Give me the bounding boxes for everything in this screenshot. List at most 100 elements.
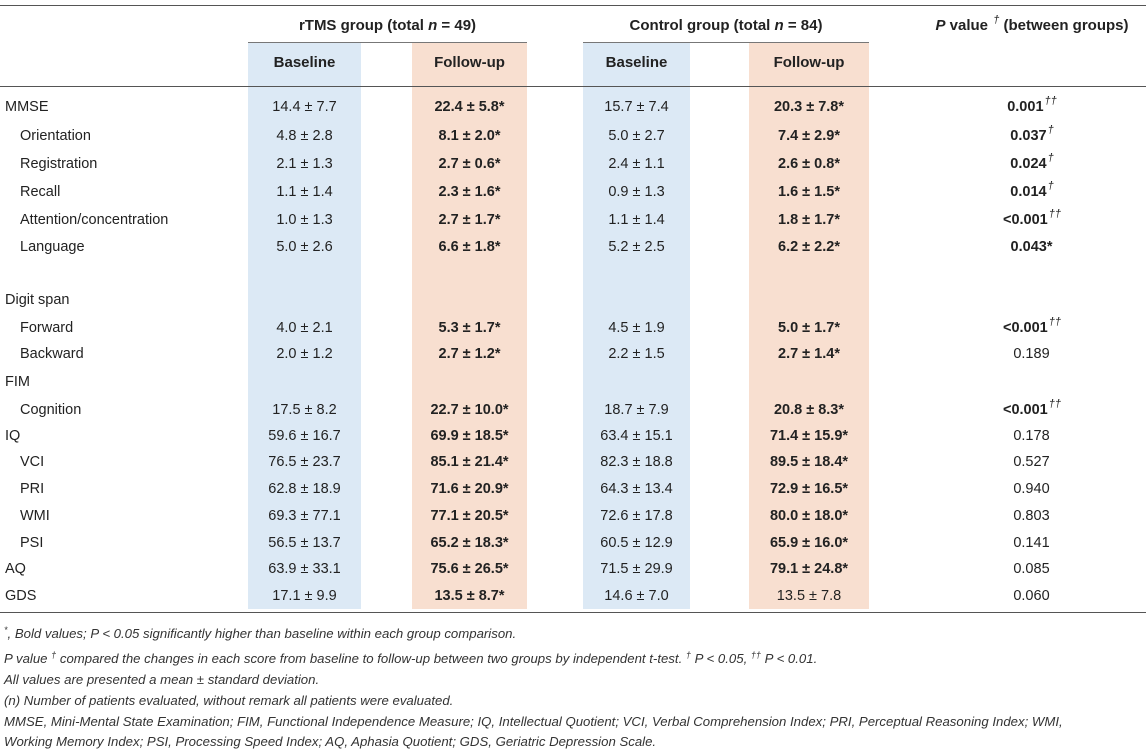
cell-rtms-base: 17.5 ± 8.2 [272,402,337,418]
pvalue-text: 0.178 [1013,428,1050,444]
pvalue-text: <0.001 [1002,402,1048,418]
cell-ctrl-base: 60.5 ± 12.9 [600,535,673,551]
cell-rtms-base: 2.1 ± 1.3 [276,156,333,172]
cell-ctrl-base: 15.7 ± 7.4 [604,99,669,115]
pvalue-significance-mark: †† [1048,398,1061,410]
pvalue-text: 0.189 [1013,346,1050,362]
row-label: Backward [20,346,84,362]
cell-ctrl-fu: 1.6 ± 1.5* [778,184,840,200]
pvalue-significance-mark: † [1047,180,1054,192]
control-baseline-header: Baseline [605,54,668,71]
cell-ctrl-fu: 2.7 ± 1.4* [778,346,840,362]
row-label: Attention/concentration [20,212,169,228]
cell-rtms-fu: 75.6 ± 26.5* [430,561,509,577]
cell-ctrl-base: 63.4 ± 15.1 [600,428,673,444]
rtms-followup-shade [412,43,527,609]
cell-rtms-base: 14.4 ± 7.7 [272,99,337,115]
control-group-rule [583,42,869,43]
cell-ctrl-fu: 79.1 ± 24.8* [769,561,849,577]
row-label: FIM [5,374,30,390]
cell-pvalue: 0.014† [918,180,1146,202]
cell-pvalue: 0.060 [918,587,1146,606]
cell-ctrl-fu: 1.8 ± 1.7* [778,212,840,228]
row-label: WMI [20,508,50,524]
cell-rtms-base: 2.0 ± 1.2 [276,346,333,362]
cell-rtms-base: 63.9 ± 33.1 [268,561,341,577]
cell-rtms-base: 62.8 ± 18.9 [268,481,341,497]
row-label: AQ [5,561,26,577]
footnote-mean-sd: All values are presented a mean ± standa… [4,672,320,687]
cell-rtms-base: 1.0 ± 1.3 [276,212,333,228]
rtms-group-rule [248,42,527,43]
control-group-header: Control group (total n = 84) [629,17,823,34]
cell-pvalue: 0.189 [918,345,1146,364]
cell-rtms-base: 69.3 ± 77.1 [268,508,341,524]
cell-ctrl-fu: 89.5 ± 18.4* [769,454,849,470]
row-label: Digit span [5,292,70,308]
cell-ctrl-base: 1.1 ± 1.4 [608,212,665,228]
row-label: Orientation [20,128,91,144]
cell-rtms-base: 59.6 ± 16.7 [268,428,341,444]
pvalue-text: 0.024 [1010,156,1047,172]
cell-rtms-fu: 77.1 ± 20.5* [430,508,509,524]
cell-rtms-base: 1.1 ± 1.4 [276,184,333,200]
rtms-baseline-shade [248,43,361,609]
cell-ctrl-fu: 7.4 ± 2.9* [778,128,840,144]
cell-ctrl-fu: 20.3 ± 7.8* [773,99,845,115]
cell-ctrl-base: 82.3 ± 18.8 [600,454,673,470]
pvalue-text: 0.141 [1013,535,1050,551]
footnote-abbreviations-1: MMSE, Mini-Mental State Examination; FIM… [4,714,1063,729]
cell-ctrl-fu: 5.0 ± 1.7* [778,320,840,336]
pvalue-text: 0.043* [1010,239,1053,255]
pvalue-significance-mark: † [1047,152,1054,164]
cell-rtms-fu: 2.3 ± 1.6* [438,184,501,200]
cell-ctrl-base: 5.2 ± 2.5 [608,239,665,255]
cell-pvalue: <0.001†† [918,398,1146,420]
cell-rtms-base: 5.0 ± 2.6 [276,239,333,255]
row-label: GDS [5,588,37,604]
cell-rtms-fu: 2.7 ± 1.7* [438,212,501,228]
cell-ctrl-fu: 80.0 ± 18.0* [769,508,849,524]
row-label: MMSE [5,99,49,115]
cell-rtms-base: 4.8 ± 2.8 [276,128,333,144]
cell-ctrl-base: 64.3 ± 13.4 [600,481,673,497]
cell-pvalue: 0.803 [918,507,1146,526]
cell-ctrl-fu: 13.5 ± 7.8 [776,588,842,604]
footnote-abbreviations-2: Working Memory Index; PSI, Processing Sp… [4,734,657,749]
cell-ctrl-fu: 20.8 ± 8.3* [773,402,845,418]
cell-ctrl-base: 18.7 ± 7.9 [604,402,669,418]
cell-ctrl-fu: 2.6 ± 0.8* [778,156,840,172]
footnote-n: (n) Number of patients evaluated, withou… [4,693,454,708]
row-label: IQ [5,428,21,444]
footnote-bold-values: *, Bold values; P < 0.05 significantly h… [4,625,517,641]
cell-rtms-fu: 22.4 ± 5.8* [434,99,505,115]
cell-ctrl-base: 71.5 ± 29.9 [600,561,673,577]
cell-pvalue: 0.141 [918,534,1146,553]
control-baseline-shade [583,43,690,609]
cell-rtms-base: 17.1 ± 9.9 [272,588,337,604]
cell-ctrl-fu: 71.4 ± 15.9* [769,428,849,444]
rtms-group-header: rTMS group (total n = 49) [298,17,477,34]
pvalue-significance-mark: †† [1044,95,1057,107]
cell-ctrl-base: 2.2 ± 1.5 [608,346,665,362]
cell-ctrl-fu: 65.9 ± 16.0* [769,535,849,551]
cell-pvalue: <0.001†† [918,316,1146,338]
cell-ctrl-fu: 72.9 ± 16.5* [769,481,849,497]
cell-ctrl-base: 4.5 ± 1.9 [608,320,665,336]
cell-pvalue: <0.001†† [918,208,1146,230]
cell-ctrl-base: 72.6 ± 17.8 [600,508,673,524]
cell-pvalue: 0.085 [918,560,1146,579]
cell-rtms-fu: 8.1 ± 2.0* [438,128,501,144]
row-label: VCI [20,454,45,470]
pvalue-text: <0.001 [1002,320,1048,336]
cell-rtms-base: 56.5 ± 13.7 [268,535,341,551]
header-rule [0,86,1146,87]
cell-rtms-fu: 6.6 ± 1.8* [438,239,501,255]
cell-pvalue: 0.043* [918,238,1146,257]
cell-pvalue: 0.527 [918,453,1146,472]
row-label: Cognition [20,402,82,418]
footnote-pvalue: P value † compared the changes in each s… [4,650,818,666]
pvalue-header: P value † (between groups) [935,14,1129,34]
pvalue-text: 0.085 [1013,561,1050,577]
